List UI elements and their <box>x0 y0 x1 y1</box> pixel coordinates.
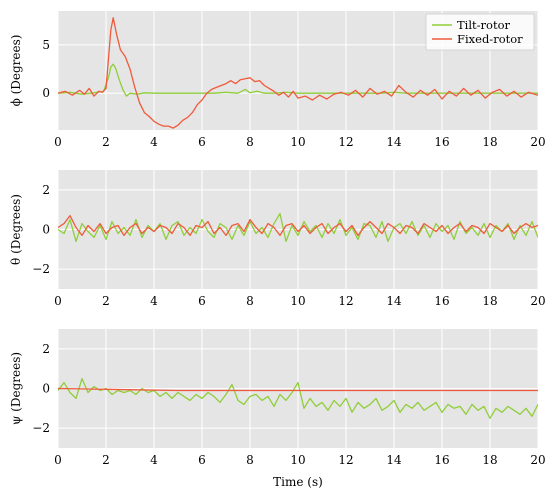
series-line-tilt-rotor <box>58 212 538 243</box>
yaw-panel: 0 2 4 6 8 10 12 14 16 18 20 −2 0 2 ψ (Degrees) <box>9 329 546 467</box>
x-tick-label: 20 <box>530 294 545 308</box>
x-tick-label: 10 <box>290 294 305 308</box>
x-tick-label: 20 <box>530 135 545 149</box>
y-tick-label: 2 <box>42 183 50 197</box>
x-tick-label: 2 <box>102 135 110 149</box>
x-axis-label: Time (s) <box>273 475 323 489</box>
x-tick-label: 4 <box>150 294 158 308</box>
y-tick-label: 0 <box>42 223 50 237</box>
legend-box <box>425 13 535 51</box>
x-tick-label: 0 <box>54 294 62 308</box>
x-tick-label: 4 <box>150 453 158 467</box>
x-tick-label: 16 <box>434 135 449 149</box>
x-tick-label: 18 <box>482 453 497 467</box>
y-tick-label: −2 <box>32 421 50 435</box>
x-tick-label: 16 <box>434 453 449 467</box>
y-tick-label: 0 <box>42 86 50 100</box>
x-tick-label: 0 <box>54 135 62 149</box>
x-tick-label: 14 <box>386 294 402 308</box>
x-tick-label: 2 <box>102 453 110 467</box>
y-tick-label: −2 <box>32 262 50 276</box>
x-tick-label: 16 <box>434 294 449 308</box>
x-tick-label: 0 <box>54 453 62 467</box>
x-tick-label: 4 <box>150 135 158 149</box>
x-tick-label: 10 <box>290 453 305 467</box>
x-tick-label: 8 <box>246 294 254 308</box>
x-tick-label: 14 <box>386 135 402 149</box>
x-tick-label: 6 <box>198 135 206 149</box>
x-tick-label: 12 <box>338 294 353 308</box>
y-axis-label: ϕ (Degrees) <box>9 35 23 107</box>
legend-entry: Fixed-rotor <box>457 32 523 46</box>
y-axis-label: θ (Degrees) <box>9 194 23 265</box>
x-tick-label: 12 <box>338 453 353 467</box>
x-tick-label: 14 <box>386 453 402 467</box>
x-tick-label: 2 <box>102 294 110 308</box>
series-line-fixed-rotor <box>58 214 538 237</box>
series-line-fixed-rotor <box>58 17 538 129</box>
roll-panel: 0 2 4 6 8 10 12 14 16 18 20 0 5 ϕ (Degrees) Tilt-rotor… <box>9 11 546 149</box>
x-tick-label: 8 <box>246 453 254 467</box>
y-axis-label: ψ (Degrees) <box>9 352 23 425</box>
x-tick-label: 6 <box>198 453 206 467</box>
x-tick-label: 18 <box>482 294 497 308</box>
series-line-tilt-rotor <box>58 377 538 419</box>
y-tick-label: 2 <box>42 342 50 356</box>
legend-entry: Tilt-rotor <box>457 18 510 32</box>
x-tick-label: 20 <box>530 453 545 467</box>
x-tick-label: 10 <box>290 135 305 149</box>
y-tick-label: 5 <box>42 38 50 52</box>
y-tick-label: 0 <box>42 382 50 396</box>
x-tick-label: 8 <box>246 135 254 149</box>
series-line-fixed-rotor <box>58 387 538 392</box>
x-tick-label: 18 <box>482 135 497 149</box>
x-tick-label: 6 <box>198 294 206 308</box>
series-line-tilt-rotor <box>58 63 538 97</box>
pitch-panel: 0 2 4 6 8 10 12 14 16 18 20 −2 0 2 θ (Degrees) <box>9 170 546 308</box>
x-tick-label: 12 <box>338 135 353 149</box>
